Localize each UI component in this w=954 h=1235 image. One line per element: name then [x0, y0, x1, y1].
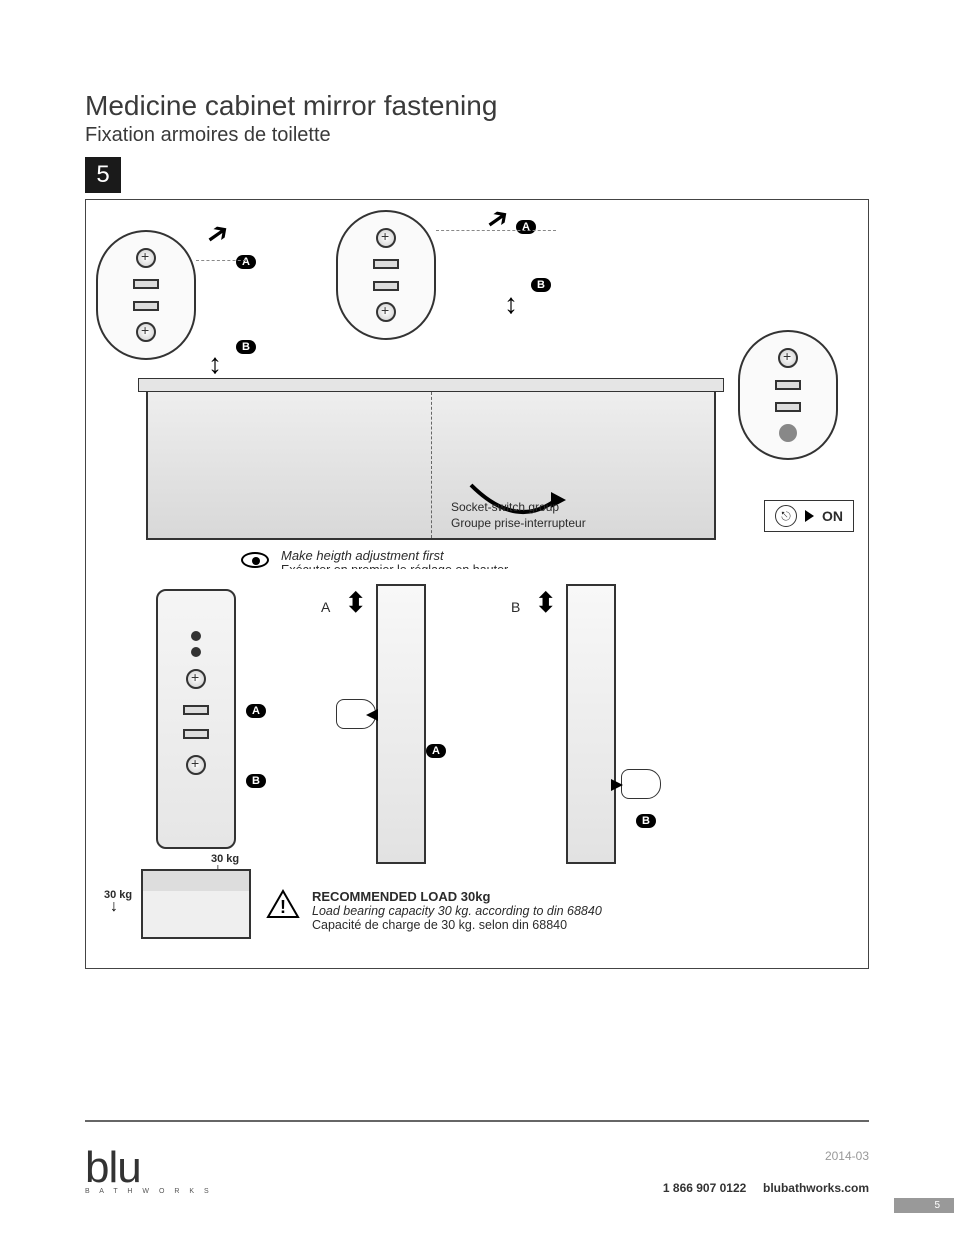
- load-weight-label: 30 kg: [104, 889, 132, 901]
- slot-icon: [133, 279, 159, 289]
- pointer-icon: [611, 779, 623, 791]
- label-b-badge: B: [246, 774, 266, 788]
- bracket-callout-right: [738, 330, 838, 460]
- socket-icon: ⎋: [775, 505, 797, 527]
- socket-switch-label: Socket-switch group Groupe prise-interru…: [451, 500, 586, 531]
- diagram-top-panel: ➔ A ↕ B ➔ A ↕ B Soc: [85, 199, 869, 569]
- mechanism-column-b: [566, 584, 616, 864]
- footer-date: 2014-03: [663, 1149, 869, 1163]
- footer-rule: [85, 1120, 869, 1122]
- slot-icon: [133, 301, 159, 311]
- arrow-updown-icon: ⬍: [344, 589, 367, 617]
- note-english: Make heigth adjustment first: [281, 548, 508, 563]
- leader-line: [436, 230, 556, 231]
- screw-icon: [136, 322, 156, 342]
- label-b-badge: B: [531, 278, 551, 292]
- step-number-box: 5: [85, 157, 121, 193]
- column-label-a: A: [321, 599, 330, 615]
- label-a-badge: A: [516, 220, 536, 234]
- screw-icon: [186, 669, 206, 689]
- bracket-callout-center: [336, 210, 436, 340]
- arrow-down-icon: ↓: [110, 899, 118, 915]
- hand-icon: [621, 769, 661, 799]
- bracket-detail-view: [156, 589, 236, 849]
- load-warning: ! RECOMMENDED LOAD 30kg Load bearing cap…: [266, 889, 602, 932]
- label-a-badge: A: [426, 744, 446, 758]
- button-dot: [779, 424, 797, 442]
- arrow-down-icon: ↕: [208, 350, 222, 378]
- label-a-badge: A: [236, 255, 256, 269]
- screw-icon: [136, 248, 156, 268]
- screw-icon: [186, 755, 206, 775]
- leader-line: [196, 260, 246, 261]
- eye-icon: [241, 552, 269, 568]
- mechanism-column-a: [376, 584, 426, 864]
- footer-phone: 1 866 907 0122: [663, 1181, 746, 1195]
- load-warning-english: Load bearing capacity 30 kg. according t…: [312, 904, 602, 918]
- dot: [191, 631, 201, 641]
- page-number: 5: [894, 1198, 954, 1213]
- pointer-icon: [366, 709, 378, 721]
- bracket-callout-left: [96, 230, 196, 360]
- height-adjustment-note: Make heigth adjustment first Exécuter en…: [241, 548, 508, 569]
- title-french: Fixation armoires de toilette: [85, 124, 869, 147]
- brand-logo-block: blu B A T H W O R K S: [85, 1146, 213, 1195]
- svg-text:!: !: [280, 897, 286, 917]
- dot: [191, 647, 201, 657]
- page-footer: blu B A T H W O R K S 2014-03 1 866 907 …: [0, 1120, 954, 1195]
- play-icon: [805, 510, 814, 522]
- on-indicator: ⎋ ON: [764, 500, 854, 532]
- column-label-b: B: [511, 599, 520, 615]
- slot-icon: [373, 281, 399, 291]
- on-label: ON: [822, 508, 843, 524]
- screw-icon: [376, 302, 396, 322]
- diagram-bottom-panel: A B ⬍ A A ⬍ B B 30 kg ↓ 30 kg ↓ ! RECOMM…: [85, 569, 869, 969]
- slot-icon: [775, 402, 801, 412]
- screw-icon: [376, 228, 396, 248]
- socket-label-en: Socket-switch group: [451, 500, 586, 516]
- mounting-rail: [138, 378, 724, 392]
- label-b-badge: B: [636, 814, 656, 828]
- arrow-icon: ➔: [200, 216, 235, 252]
- label-a-badge: A: [246, 704, 266, 718]
- slot-icon: [183, 705, 209, 715]
- slot-icon: [775, 380, 801, 390]
- screw-icon: [778, 348, 798, 368]
- slot-icon: [183, 729, 209, 739]
- load-warning-title: RECOMMENDED LOAD 30kg: [312, 889, 602, 904]
- brand-logo-subtitle: B A T H W O R K S: [85, 1188, 213, 1195]
- warning-triangle-icon: !: [266, 889, 300, 919]
- brand-logo: blu: [85, 1146, 213, 1190]
- footer-website: blubathworks.com: [763, 1181, 869, 1195]
- title-english: Medicine cabinet mirror fastening: [85, 90, 869, 122]
- socket-label-fr: Groupe prise-interrupteur: [451, 516, 586, 532]
- slot-icon: [373, 259, 399, 269]
- load-warning-french: Capacité de charge de 30 kg. selon din 6…: [312, 918, 602, 932]
- cabinet-illustration: [146, 390, 716, 540]
- label-b-badge: B: [236, 340, 256, 354]
- arrow-icon: ➔: [480, 201, 515, 237]
- arrow-updown-icon: ↕: [504, 290, 518, 318]
- arrow-updown-icon: ⬍: [534, 589, 557, 617]
- cabinet-load-illustration: [141, 869, 251, 939]
